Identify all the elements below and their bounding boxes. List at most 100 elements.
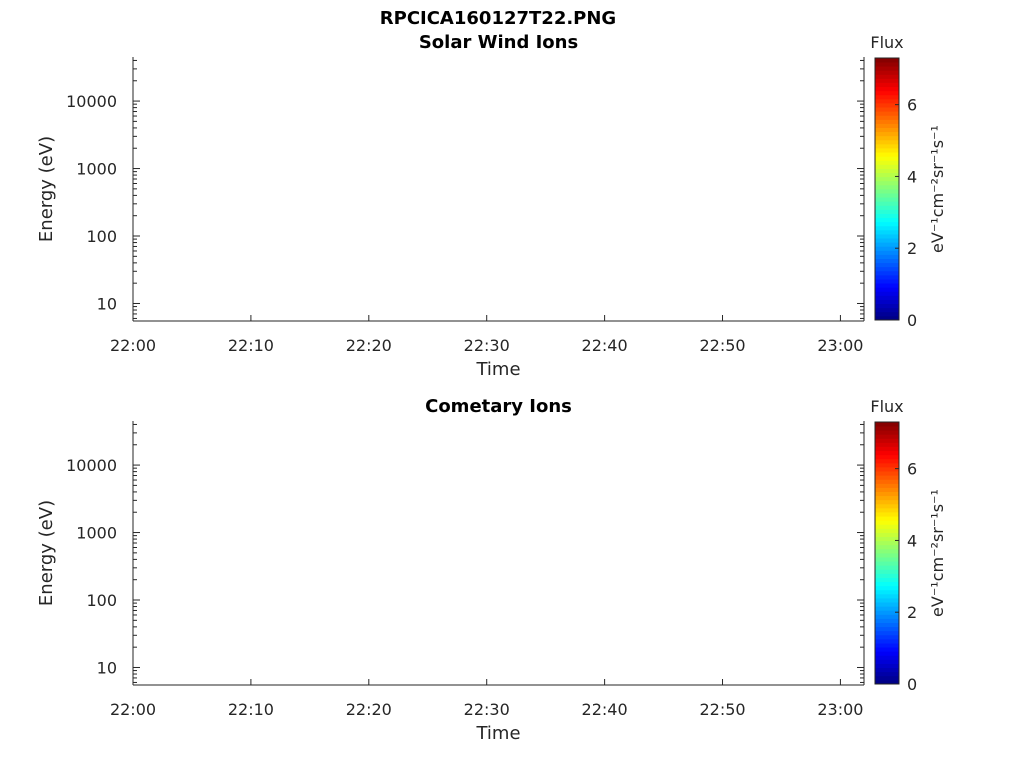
colorbar-segment <box>875 553 899 558</box>
colorbar-segment <box>875 209 899 214</box>
colorbar-segment <box>875 197 899 202</box>
colorbar-segment <box>875 458 899 464</box>
colorbar-segment <box>875 536 899 542</box>
colorbar-segment <box>875 94 899 100</box>
colorbar-title: Flux <box>870 33 903 52</box>
colorbar-segment <box>875 180 899 186</box>
colorbar-segment <box>875 507 899 513</box>
colorbar-segment <box>875 156 899 161</box>
x-tick-label: 22:20 <box>346 700 392 719</box>
colorbar-segment <box>875 581 899 587</box>
colorbar-segment <box>875 442 899 447</box>
colorbar-segment <box>875 630 899 636</box>
colorbar-segment <box>875 593 899 599</box>
colorbar-units: eV⁻¹cm⁻²sr⁻¹s⁻¹ <box>928 489 947 617</box>
colorbar-segment <box>875 78 899 83</box>
colorbar-segment <box>875 569 899 574</box>
panel-title: Cometary Ions <box>425 396 572 417</box>
y-tick-label: 10000 <box>66 92 117 111</box>
colorbar-segment <box>875 622 899 628</box>
colorbar-segment <box>875 434 899 439</box>
colorbar-segment <box>875 307 899 313</box>
colorbar-segment <box>875 659 899 664</box>
colorbar-title: Flux <box>870 397 903 416</box>
colorbar-segment <box>875 679 899 685</box>
colorbar-segment <box>875 475 899 480</box>
colorbar-segment <box>875 262 899 268</box>
y-tick-label: 10000 <box>66 456 117 475</box>
colorbar-segment <box>875 561 899 566</box>
colorbar-segment <box>875 70 899 75</box>
plot-area <box>133 421 864 685</box>
colorbar-frame <box>874 57 900 321</box>
colorbar-segment <box>875 430 899 435</box>
colorbar-segment <box>875 266 899 272</box>
colorbar-tick-label: 0 <box>907 675 917 694</box>
colorbar-segment <box>875 98 899 104</box>
colorbar-segment <box>875 234 899 239</box>
colorbar-segment <box>875 201 899 206</box>
colorbar-segment <box>875 589 899 595</box>
colorbar-segment <box>875 577 899 583</box>
x-tick-label: 23:00 <box>817 336 863 355</box>
y-tick-label: 10 <box>97 294 117 313</box>
colorbar-segment <box>875 238 899 243</box>
colorbar-segment <box>875 168 899 174</box>
colorbar-segment <box>875 258 899 264</box>
colorbar-tick-label: 6 <box>907 460 917 479</box>
colorbar-segment <box>875 172 899 178</box>
y-tick-label: 100 <box>86 591 117 610</box>
colorbar-segment <box>875 598 899 603</box>
colorbar-segment <box>875 303 899 309</box>
colorbar-segment <box>875 483 899 488</box>
colorbar-segment <box>875 540 899 546</box>
colorbar-segment <box>875 295 899 300</box>
colorbar-segment <box>875 66 899 71</box>
colorbar-segment <box>875 499 899 505</box>
colorbar-segment <box>875 111 899 116</box>
colorbar-segment <box>875 152 899 157</box>
colorbar-segment <box>875 565 899 570</box>
x-tick-label: 22:10 <box>228 700 274 719</box>
colorbar-segment <box>875 610 899 615</box>
colorbar-segment <box>875 86 899 92</box>
colorbar-segment <box>875 573 899 578</box>
colorbar-segment <box>875 103 899 108</box>
colorbar-segment <box>875 655 899 660</box>
colorbar-segment <box>875 675 899 681</box>
colorbar-segment <box>875 557 899 562</box>
colorbar-segment <box>875 123 899 128</box>
colorbar-tick-label: 2 <box>907 239 917 258</box>
x-tick-label: 22:10 <box>228 336 274 355</box>
colorbar-segment <box>875 520 899 525</box>
x-tick-label: 22:00 <box>110 700 156 719</box>
colorbar-segment <box>875 184 899 190</box>
colorbar-segment <box>875 471 899 476</box>
colorbar-segment <box>875 626 899 632</box>
colorbar-segment <box>875 491 899 497</box>
colorbar-segment <box>875 454 899 460</box>
y-tick-label: 1000 <box>76 160 117 179</box>
colorbar-segment <box>875 205 899 210</box>
colorbar-segment <box>875 426 899 431</box>
colorbar-segment <box>875 107 899 112</box>
colorbar-segment <box>875 164 899 169</box>
y-tick-label: 1000 <box>76 524 117 543</box>
colorbar-segment <box>875 176 899 182</box>
colorbar-segment <box>875 634 899 640</box>
colorbar-segment <box>875 663 899 669</box>
colorbar-segment <box>875 254 899 259</box>
colorbar-segment <box>875 462 899 468</box>
colorbar-segment <box>875 528 899 533</box>
colorbar-segment <box>875 62 899 67</box>
colorbar-segment <box>875 450 899 456</box>
x-tick-label: 23:00 <box>817 700 863 719</box>
colorbar-segment <box>875 467 899 472</box>
colorbar-segment <box>875 585 899 591</box>
colorbar-segment <box>875 143 899 149</box>
colorbar-segment <box>875 291 899 296</box>
colorbar-segment <box>875 160 899 165</box>
colorbar-segment <box>875 221 899 227</box>
colorbar-segment <box>875 532 899 538</box>
colorbar-segment <box>875 315 899 321</box>
